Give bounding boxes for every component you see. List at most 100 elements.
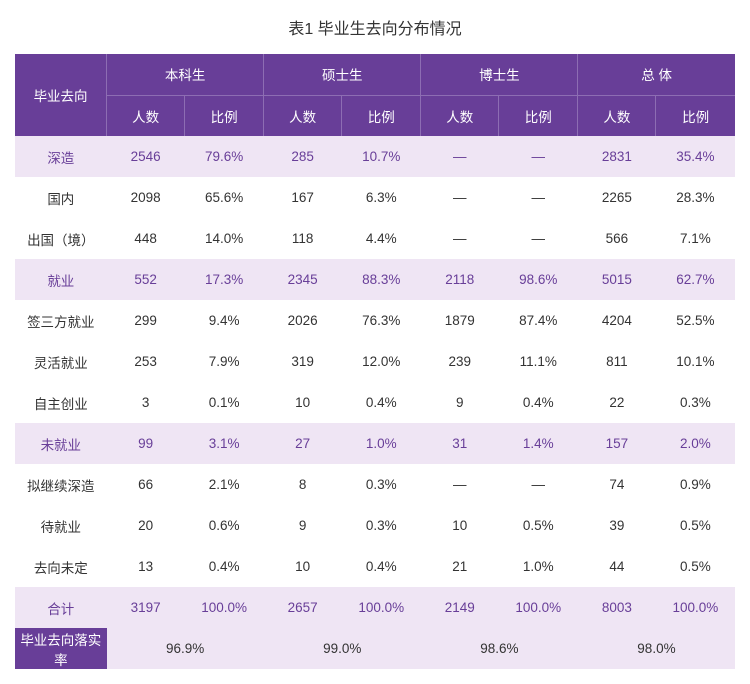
- cell: 27: [264, 423, 342, 464]
- cell: 65.6%: [185, 177, 264, 218]
- cell: 0.3%: [342, 464, 421, 505]
- table-row: 拟继续深造662.1%80.3%——740.9%: [15, 464, 735, 505]
- cell: 12.0%: [342, 341, 421, 382]
- cell: 100.0%: [499, 587, 578, 628]
- cell: 0.5%: [499, 505, 578, 546]
- cell: 7.1%: [656, 218, 735, 259]
- cell: 100.0%: [342, 587, 421, 628]
- cell: 1.0%: [499, 546, 578, 587]
- row-label: 合计: [15, 587, 107, 628]
- cell: 4204: [578, 300, 656, 341]
- cell: 87.4%: [499, 300, 578, 341]
- cell: 3197: [107, 587, 185, 628]
- cell: 11.1%: [499, 341, 578, 382]
- cell: —: [421, 464, 499, 505]
- cell: 100.0%: [656, 587, 735, 628]
- cell: 39: [578, 505, 656, 546]
- table-row: 就业55217.3%234588.3%211898.6%501562.7%: [15, 259, 735, 300]
- row-label: 出国（境）: [15, 218, 107, 259]
- table-row: 去向未定130.4%100.4%211.0%440.5%: [15, 546, 735, 587]
- cell: 448: [107, 218, 185, 259]
- header-sub: 人数: [578, 95, 656, 136]
- header-group-2: 博士生: [421, 54, 578, 95]
- cell: —: [499, 464, 578, 505]
- table-row: 自主创业30.1%100.4%90.4%220.3%: [15, 382, 735, 423]
- cell: —: [499, 136, 578, 177]
- cell: 5015: [578, 259, 656, 300]
- distribution-table: 毕业去向 本科生 硕士生 博士生 总 体 人数 比例 人数 比例 人数 比例 人…: [15, 54, 735, 669]
- header-group-3: 总 体: [578, 54, 735, 95]
- cell: 21: [421, 546, 499, 587]
- row-label: 未就业: [15, 423, 107, 464]
- footer-value: 98.0%: [578, 628, 735, 669]
- footer-value: 99.0%: [264, 628, 421, 669]
- cell: 1.4%: [499, 423, 578, 464]
- cell: 9: [421, 382, 499, 423]
- cell: 811: [578, 341, 656, 382]
- cell: 1879: [421, 300, 499, 341]
- cell: 14.0%: [185, 218, 264, 259]
- header-group-0: 本科生: [107, 54, 264, 95]
- cell: 239: [421, 341, 499, 382]
- cell: 74: [578, 464, 656, 505]
- cell: 66: [107, 464, 185, 505]
- cell: 299: [107, 300, 185, 341]
- cell: 10: [421, 505, 499, 546]
- cell: 13: [107, 546, 185, 587]
- table-row: 待就业200.6%90.3%100.5%390.5%: [15, 505, 735, 546]
- cell: 88.3%: [342, 259, 421, 300]
- footer-label: 毕业去向落实率: [15, 628, 107, 669]
- cell: —: [421, 177, 499, 218]
- row-label: 去向未定: [15, 546, 107, 587]
- cell: 0.4%: [342, 546, 421, 587]
- cell: 319: [264, 341, 342, 382]
- cell: 2345: [264, 259, 342, 300]
- cell: 285: [264, 136, 342, 177]
- table-row: 灵活就业2537.9%31912.0%23911.1%81110.1%: [15, 341, 735, 382]
- footer-row: 毕业去向落实率96.9%99.0%98.6%98.0%: [15, 628, 735, 669]
- footer-value: 96.9%: [107, 628, 264, 669]
- cell: —: [499, 177, 578, 218]
- header-sub: 比例: [499, 95, 578, 136]
- cell: 10: [264, 382, 342, 423]
- cell: 79.6%: [185, 136, 264, 177]
- cell: 552: [107, 259, 185, 300]
- cell: 2265: [578, 177, 656, 218]
- cell: 0.6%: [185, 505, 264, 546]
- cell: 7.9%: [185, 341, 264, 382]
- cell: 52.5%: [656, 300, 735, 341]
- cell: 2026: [264, 300, 342, 341]
- cell: 2118: [421, 259, 499, 300]
- cell: 28.3%: [656, 177, 735, 218]
- cell: 44: [578, 546, 656, 587]
- cell: 20: [107, 505, 185, 546]
- cell: 35.4%: [656, 136, 735, 177]
- cell: 99: [107, 423, 185, 464]
- table-row: 国内209865.6%1676.3%——226528.3%: [15, 177, 735, 218]
- cell: —: [499, 218, 578, 259]
- cell: 10.1%: [656, 341, 735, 382]
- row-label: 国内: [15, 177, 107, 218]
- row-label: 灵活就业: [15, 341, 107, 382]
- cell: —: [421, 136, 499, 177]
- cell: 3: [107, 382, 185, 423]
- cell: 9.4%: [185, 300, 264, 341]
- header-sub: 比例: [656, 95, 735, 136]
- cell: 118: [264, 218, 342, 259]
- table-row: 未就业993.1%271.0%311.4%1572.0%: [15, 423, 735, 464]
- cell: 2546: [107, 136, 185, 177]
- cell: 0.1%: [185, 382, 264, 423]
- cell: 8003: [578, 587, 656, 628]
- cell: 0.3%: [342, 505, 421, 546]
- row-label: 签三方就业: [15, 300, 107, 341]
- table-row: 出国（境）44814.0%1184.4%——5667.1%: [15, 218, 735, 259]
- cell: 8: [264, 464, 342, 505]
- table-row: 合计3197100.0%2657100.0%2149100.0%8003100.…: [15, 587, 735, 628]
- cell: 10: [264, 546, 342, 587]
- cell: 566: [578, 218, 656, 259]
- cell: 2149: [421, 587, 499, 628]
- header-sub: 比例: [342, 95, 421, 136]
- cell: 2.0%: [656, 423, 735, 464]
- header-group-1: 硕士生: [264, 54, 421, 95]
- cell: 3.1%: [185, 423, 264, 464]
